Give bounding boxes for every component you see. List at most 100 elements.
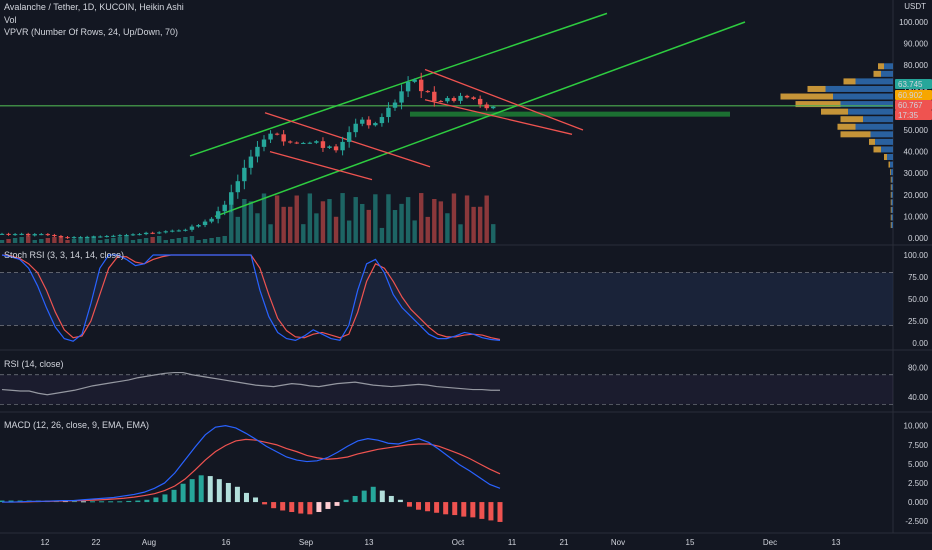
macd-hist-bar <box>8 500 14 503</box>
rsi-line <box>1 371 500 396</box>
time-axis-label: Nov <box>611 538 625 547</box>
vpvr-up-bar <box>891 199 893 206</box>
macd-hist-bar <box>352 495 358 503</box>
candle-body <box>111 235 116 237</box>
volume-bar <box>78 238 83 243</box>
volume-bar <box>399 203 404 243</box>
currency-label: USDT <box>904 2 926 11</box>
candle-body <box>0 233 5 235</box>
volume-bar <box>373 194 378 243</box>
price-badge-text: 17:35 <box>898 111 919 120</box>
candle-body <box>170 230 175 232</box>
macd-hist-bar <box>379 490 385 503</box>
volume-bar <box>353 197 358 243</box>
macd-hist-bar <box>343 499 349 503</box>
macd-signal-line <box>2 438 501 503</box>
candle-body <box>104 236 109 238</box>
macd-hist-bar <box>298 502 304 514</box>
candle-body <box>45 234 51 236</box>
candle-body <box>229 192 234 205</box>
macd-hist-bar <box>488 502 494 521</box>
candle-body <box>471 97 476 99</box>
volume-bar <box>405 197 411 243</box>
macd-hist-bar <box>289 502 295 513</box>
candle-body <box>405 81 411 92</box>
macd-hist-bar <box>425 502 431 512</box>
volume-bar <box>419 193 424 243</box>
volume-bar <box>39 239 44 243</box>
candle-body <box>445 98 450 102</box>
macd-tick-label: 7.500 <box>908 441 929 450</box>
vpvr-down-bar <box>780 93 833 100</box>
candle-body <box>438 101 444 103</box>
volume-bar <box>425 216 430 243</box>
candle-body <box>373 123 378 126</box>
macd-hist-bar <box>388 495 394 503</box>
vol-label: Vol <box>4 15 17 25</box>
candle-body <box>268 133 273 140</box>
candle-body <box>340 141 345 151</box>
time-axis-label: 16 <box>222 538 231 547</box>
macd-hist-bar <box>479 502 485 519</box>
candle-body <box>12 234 18 236</box>
time-axis-label: 15 <box>686 538 695 547</box>
vpvr-down-bar <box>890 184 892 191</box>
candle-body <box>98 236 103 238</box>
candle-body <box>215 211 221 219</box>
volume-bar <box>6 239 11 243</box>
time-axis-label: 13 <box>365 538 374 547</box>
time-axis-label: 21 <box>560 538 569 547</box>
macd-hist-bar <box>225 482 231 503</box>
vpvr-down-bar <box>890 222 892 229</box>
volume-bar <box>392 210 398 243</box>
candle-body <box>183 229 188 231</box>
candle-body <box>163 231 168 233</box>
price-tick-label: 20.000 <box>904 191 929 200</box>
vpvr-up-bar <box>855 78 893 85</box>
wedge-lower-line <box>424 99 573 135</box>
vpvr-up-bar <box>840 101 893 108</box>
volume-bar <box>255 213 260 243</box>
time-axis-label: 13 <box>832 538 841 547</box>
vpvr-up-bar <box>863 116 893 123</box>
candle-body <box>307 142 313 144</box>
volume-bar <box>491 224 496 243</box>
candle-body <box>150 232 155 234</box>
macd-hist-bar <box>126 500 132 503</box>
volume-bar <box>340 193 345 243</box>
vpvr-up-bar <box>891 206 893 213</box>
volume-bar <box>229 193 234 243</box>
macd-hist-bar <box>90 501 96 503</box>
vpvr-down-bar <box>884 154 887 160</box>
stoch-band <box>0 272 893 326</box>
macd-hist-bar <box>135 500 141 503</box>
volume-bar <box>458 224 463 243</box>
volume-bar <box>202 239 208 243</box>
candle-body <box>491 106 496 109</box>
candle-body <box>117 235 123 237</box>
volume-bar <box>281 206 286 243</box>
candle-body <box>248 156 254 168</box>
candle-body <box>412 79 417 82</box>
candle-body <box>235 181 240 193</box>
macd-hist-bar <box>370 486 376 503</box>
vpvr-up-bar <box>833 93 893 100</box>
price-badge <box>895 79 932 89</box>
volume-bar <box>242 199 247 243</box>
vpvr-up-bar <box>891 214 893 221</box>
rsi-tick-label: 40.00 <box>908 393 929 402</box>
candle-body <box>202 221 208 226</box>
volume-bar <box>0 240 5 243</box>
vpvr-up-bar <box>887 154 893 160</box>
candle-body <box>189 226 195 230</box>
candle-body <box>6 233 11 235</box>
stoch-rsi-label: Stoch RSI (3, 3, 14, 14, close) <box>4 250 125 260</box>
wedge-upper-line <box>424 68 584 131</box>
time-axis-label: 11 <box>508 538 517 547</box>
volume-bar <box>104 239 109 243</box>
volume-bar <box>327 199 332 243</box>
candle-body <box>392 102 398 108</box>
volume-bar <box>176 238 182 243</box>
price-tick-label: 30.000 <box>904 169 929 178</box>
vpvr-down-bar <box>873 70 881 77</box>
